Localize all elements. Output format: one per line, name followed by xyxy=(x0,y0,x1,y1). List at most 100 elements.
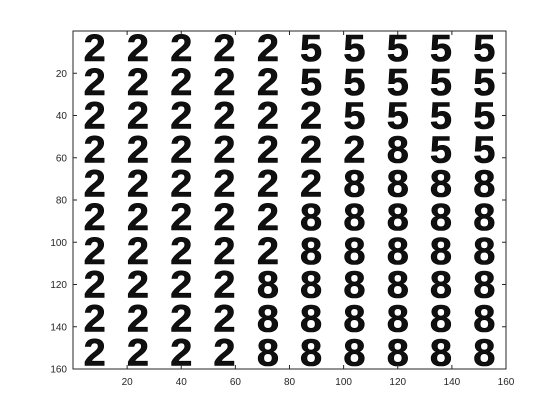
digit-cell: 8 xyxy=(387,129,409,171)
digit-cell: 5 xyxy=(473,62,495,104)
digit-cell: 5 xyxy=(473,28,495,70)
digit-cell: 2 xyxy=(127,265,149,307)
y-tick-label: 80 xyxy=(56,196,68,207)
x-tick-label: 60 xyxy=(230,377,242,388)
digit-cell: 2 xyxy=(257,163,279,205)
digit-cell: 8 xyxy=(473,163,495,205)
digit-cell: 8 xyxy=(473,197,495,239)
digit-cell: 8 xyxy=(300,332,322,374)
y-tick-label: 120 xyxy=(50,280,67,291)
digit-cell: 2 xyxy=(170,28,192,70)
digit-cell: 5 xyxy=(387,28,409,70)
digit-cell: 8 xyxy=(343,163,365,205)
digit-cell: 5 xyxy=(430,129,452,171)
y-tick-label: 40 xyxy=(56,111,68,122)
digit-cell: 2 xyxy=(213,197,235,239)
digit-cell: 8 xyxy=(343,265,365,307)
digit-cell: 2 xyxy=(84,129,106,171)
digit-cell: 2 xyxy=(257,231,279,273)
digit-cell: 8 xyxy=(430,163,452,205)
digit-cell: 2 xyxy=(170,298,192,340)
digit-cell: 2 xyxy=(127,298,149,340)
y-tick-label: 20 xyxy=(56,69,68,80)
digit-cell: 2 xyxy=(127,231,149,273)
digit-cell: 2 xyxy=(127,28,149,70)
digit-cell: 2 xyxy=(84,96,106,138)
x-tick-label: 160 xyxy=(498,377,515,388)
digit-cell: 2 xyxy=(127,332,149,374)
digit-cell: 8 xyxy=(473,298,495,340)
digit-cell: 2 xyxy=(127,197,149,239)
digit-cell: 8 xyxy=(387,265,409,307)
plot-area: 2 2 2 2 2 5 5 5 5 52 2 2 2 2 5 5 5 5 52 2 2 2 2 2 5 5 5 52 2 2 2 2 2 2 8 5 5… xyxy=(73,28,506,374)
digit-cell: 5 xyxy=(343,62,365,104)
digit-cell: 8 xyxy=(257,265,279,307)
y-tick-label: 160 xyxy=(50,365,67,376)
digit-mosaic: 2 2 2 2 2 5 5 5 5 52 2 2 2 2 5 5 5 5 52 2 2 2 2 2 5 5 5 52 2 2 2 2 2 2 8 5 5… xyxy=(83,28,495,375)
digit-cell: 8 xyxy=(430,265,452,307)
digit-cell: 8 xyxy=(473,332,495,374)
y-tick-label: 140 xyxy=(50,322,67,333)
digit-cell: 2 xyxy=(84,332,106,374)
digit-cell: 5 xyxy=(343,96,365,138)
digit-cell: 8 xyxy=(430,332,452,374)
x-tick-label: 20 xyxy=(122,377,134,388)
digit-cell: 2 xyxy=(127,129,149,171)
digit-cell: 2 xyxy=(170,197,192,239)
digit-cell: 2 xyxy=(213,332,235,374)
digit-cell: 8 xyxy=(430,197,452,239)
x-tick-label: 40 xyxy=(176,377,188,388)
digit-cell: 5 xyxy=(300,28,322,70)
digit-cell: 2 xyxy=(213,265,235,307)
digit-cell: 2 xyxy=(170,163,192,205)
digit-cell: 2 xyxy=(84,265,106,307)
digit-cell: 8 xyxy=(387,197,409,239)
x-tick-label: 100 xyxy=(335,377,352,388)
digit-cell: 2 xyxy=(170,96,192,138)
y-tick-label: 60 xyxy=(56,153,68,164)
digit-cell: 2 xyxy=(127,163,149,205)
digit-cell: 8 xyxy=(473,231,495,273)
digit-cell: 8 xyxy=(257,298,279,340)
digit-cell: 2 xyxy=(257,28,279,70)
digit-cell: 2 xyxy=(300,163,322,205)
y-tick-label: 100 xyxy=(50,238,67,249)
digit-cell: 2 xyxy=(170,332,192,374)
digit-cell: 5 xyxy=(430,96,452,138)
digit-cell: 8 xyxy=(343,231,365,273)
digit-cell: 2 xyxy=(84,231,106,273)
digit-cell: 8 xyxy=(300,298,322,340)
digit-cell: 2 xyxy=(84,62,106,104)
digit-cell: 2 xyxy=(170,265,192,307)
x-tick-label: 120 xyxy=(389,377,406,388)
digit-cell: 8 xyxy=(300,197,322,239)
x-tick-label: 80 xyxy=(284,377,296,388)
digit-cell: 2 xyxy=(300,96,322,138)
digit-cell: 8 xyxy=(430,231,452,273)
digit-cell: 2 xyxy=(213,298,235,340)
digit-cell: 5 xyxy=(473,96,495,138)
digit-cell: 2 xyxy=(213,129,235,171)
digit-cell: 8 xyxy=(257,332,279,374)
digit-cell: 8 xyxy=(387,163,409,205)
digit-cell: 8 xyxy=(473,265,495,307)
digit-cell: 2 xyxy=(213,28,235,70)
digit-cell: 2 xyxy=(84,28,106,70)
digit-cell: 5 xyxy=(430,62,452,104)
digit-cell: 2 xyxy=(170,129,192,171)
digit-cell: 2 xyxy=(84,197,106,239)
digit-cell: 5 xyxy=(387,62,409,104)
digit-cell: 5 xyxy=(343,28,365,70)
digit-cell: 2 xyxy=(257,62,279,104)
digit-cell: 8 xyxy=(387,231,409,273)
digit-cell: 8 xyxy=(343,332,365,374)
digit-cell: 8 xyxy=(387,298,409,340)
digit-cell: 5 xyxy=(387,96,409,138)
digit-cell: 5 xyxy=(430,28,452,70)
digit-cell: 8 xyxy=(300,265,322,307)
digit-cell: 8 xyxy=(300,231,322,273)
digit-cell: 5 xyxy=(473,129,495,171)
digit-cell: 2 xyxy=(84,298,106,340)
digit-cell: 2 xyxy=(127,96,149,138)
